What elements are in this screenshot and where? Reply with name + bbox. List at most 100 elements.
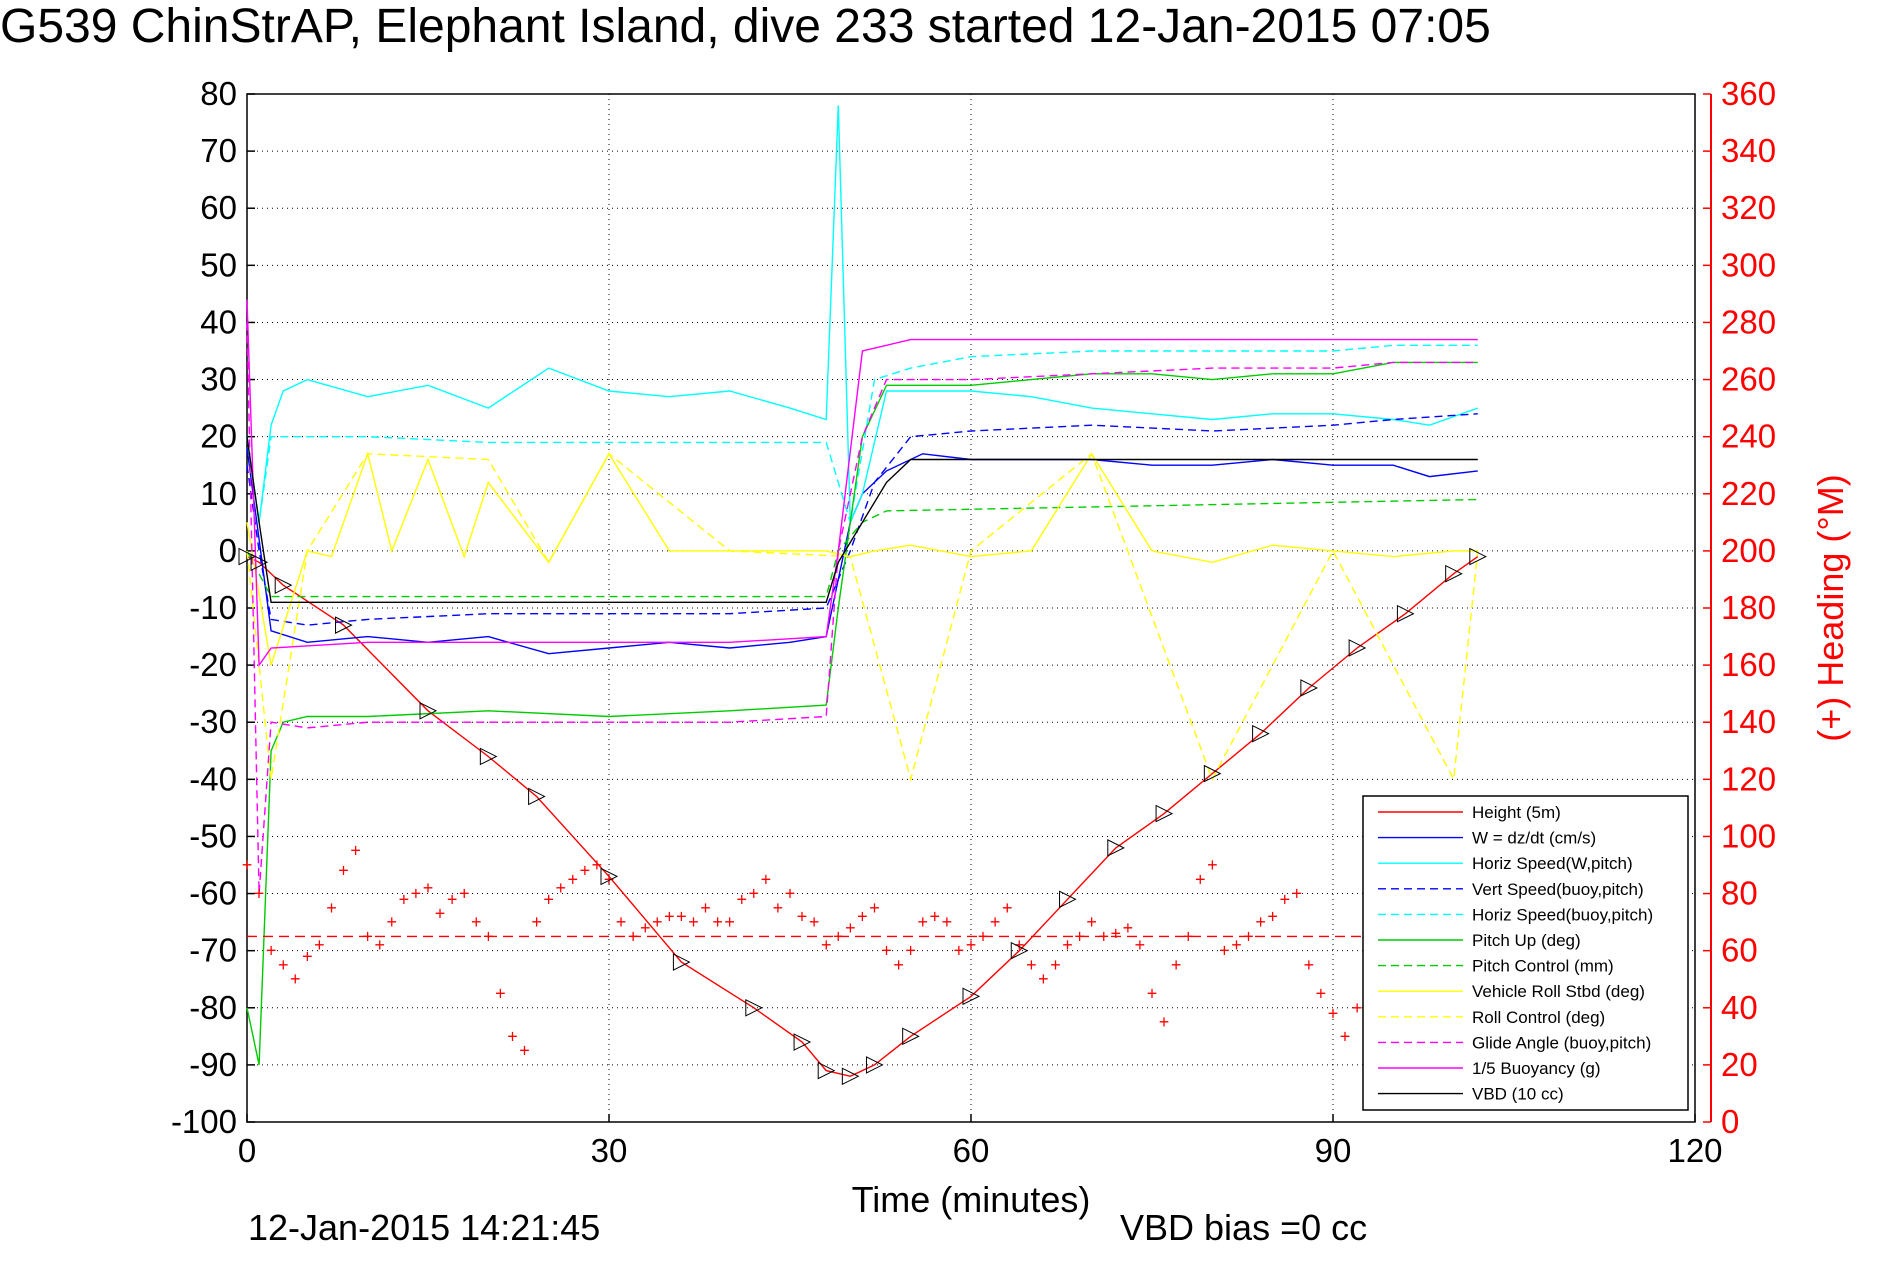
height-marker	[1010, 941, 1029, 960]
series-line	[246, 344, 1478, 523]
heading-point: +	[507, 1026, 518, 1046]
y-tick-label: 20	[200, 418, 237, 455]
heading-point: +	[869, 898, 880, 918]
legend-entry: Vert Speed(buoy,pitch)	[1472, 880, 1644, 899]
heading-point: +	[978, 926, 989, 946]
height-marker	[335, 616, 353, 634]
height-marker	[745, 998, 763, 1017]
heading-point: +	[616, 912, 627, 932]
heading-point: +	[242, 855, 253, 875]
series-line	[246, 299, 1478, 668]
height-marker	[238, 547, 257, 566]
height-marker	[250, 553, 269, 572]
heading-point: +	[881, 941, 892, 961]
heading-point: +	[1159, 1012, 1170, 1032]
heading-point: +	[387, 912, 398, 932]
heading-point: +	[893, 955, 904, 975]
y-right-tick-label: 240	[1721, 418, 1776, 455]
legend-entry: 1/5 Buoyancy (g)	[1472, 1059, 1601, 1078]
y-right-tick-label: 320	[1721, 189, 1776, 226]
y-tick-label: 40	[200, 303, 237, 340]
heading-point: +	[712, 912, 723, 932]
heading-point: +	[1279, 889, 1290, 909]
heading-point: +	[736, 889, 747, 909]
height-marker	[1445, 564, 1463, 583]
heading-point: +	[640, 918, 651, 938]
heading-point: +	[966, 935, 977, 955]
heading-point: +	[459, 884, 470, 904]
heading-point: +	[1002, 898, 1013, 918]
heading-point: +	[254, 884, 265, 904]
x-tick-label: 120	[1667, 1132, 1722, 1169]
y-right-tick-label: 120	[1721, 760, 1776, 797]
heading-point: +	[447, 889, 458, 909]
height-marker	[962, 987, 981, 1006]
heading-point: +	[495, 984, 506, 1004]
y-tick-label: -50	[189, 817, 237, 854]
series-line	[246, 555, 1479, 1078]
height-marker	[479, 747, 498, 766]
height-marker	[1203, 764, 1222, 783]
heading-point: +	[954, 941, 965, 961]
chart-title: G539 ChinStrAP, Elephant Island, dive 23…	[0, 0, 1491, 53]
height-marker	[793, 1033, 812, 1051]
heading-point: +	[917, 912, 928, 932]
heading-point: +	[411, 884, 422, 904]
y-tick-label: 60	[200, 189, 237, 226]
y-right-tick-label: 360	[1721, 75, 1776, 112]
height-marker	[600, 867, 619, 886]
heading-point: +	[857, 906, 868, 926]
right-axis-ticks: 3603403203002802602402202001801601401201…	[1703, 75, 1776, 1140]
legend-entry: Roll Control (deg)	[1472, 1008, 1605, 1027]
heading-point: +	[604, 869, 615, 889]
heading-point: +	[761, 869, 772, 889]
heading-point: +	[1328, 1003, 1339, 1023]
heading-point: +	[905, 941, 916, 961]
heading-point: +	[1171, 955, 1182, 975]
heading-point: +	[845, 918, 856, 938]
heading-point: +	[990, 912, 1001, 932]
height-markers	[238, 547, 1487, 1086]
heading-point: +	[1195, 869, 1206, 889]
y-tick-label: -40	[189, 760, 237, 797]
heading-point: +	[930, 906, 941, 926]
heading-point: +	[1207, 855, 1218, 875]
left-axis-ticks: 80 70 60 50 40 30 20 10 0 -10 -20 -30 -40 -50 -60 -70 -8…	[171, 75, 255, 1140]
heading-point: +	[1147, 984, 1158, 1004]
height-marker	[865, 1056, 884, 1074]
height-marker	[1059, 890, 1077, 909]
heading-point: +	[338, 861, 349, 881]
heading-point: +	[628, 926, 639, 946]
heading-point: +	[1219, 941, 1230, 961]
heading-point: +	[1074, 926, 1085, 946]
height-marker	[528, 787, 546, 806]
y-tick-label: -10	[189, 589, 237, 626]
height-marker	[1396, 604, 1415, 623]
heading-point: +	[942, 912, 953, 932]
y-tick-label: -60	[189, 875, 237, 912]
y-right-tick-label: 160	[1721, 646, 1776, 683]
y-tick-label: -70	[189, 932, 237, 969]
heading-point: +	[374, 935, 385, 955]
y-tick-label: -90	[189, 1046, 237, 1083]
legend-entry: W = dz/dt (cm/s)	[1472, 829, 1596, 848]
height-marker	[817, 1061, 836, 1080]
y-tick-label: 30	[200, 361, 237, 398]
heading-point: +	[1183, 926, 1194, 946]
heading-point: +	[471, 912, 482, 932]
height-marker	[419, 701, 438, 720]
heading-point: +	[1255, 912, 1266, 932]
y-right-tick-label: 20	[1721, 1046, 1758, 1083]
y-right-tick-label: 140	[1721, 703, 1776, 740]
legend-entry: Pitch Control (mm)	[1472, 957, 1614, 976]
y-right-tick-label: 200	[1721, 532, 1776, 569]
heading-point: +	[1340, 1026, 1351, 1046]
heading-point: +	[1267, 906, 1278, 926]
height-marker	[1252, 724, 1270, 743]
y-tick-label: 50	[200, 246, 237, 283]
x-axis-label: Time (minutes)	[852, 1179, 1091, 1220]
series-line	[246, 436, 1478, 603]
heading-point: +	[1026, 955, 1037, 975]
heading-point: +	[555, 878, 566, 898]
heading-point: +	[1135, 935, 1146, 955]
